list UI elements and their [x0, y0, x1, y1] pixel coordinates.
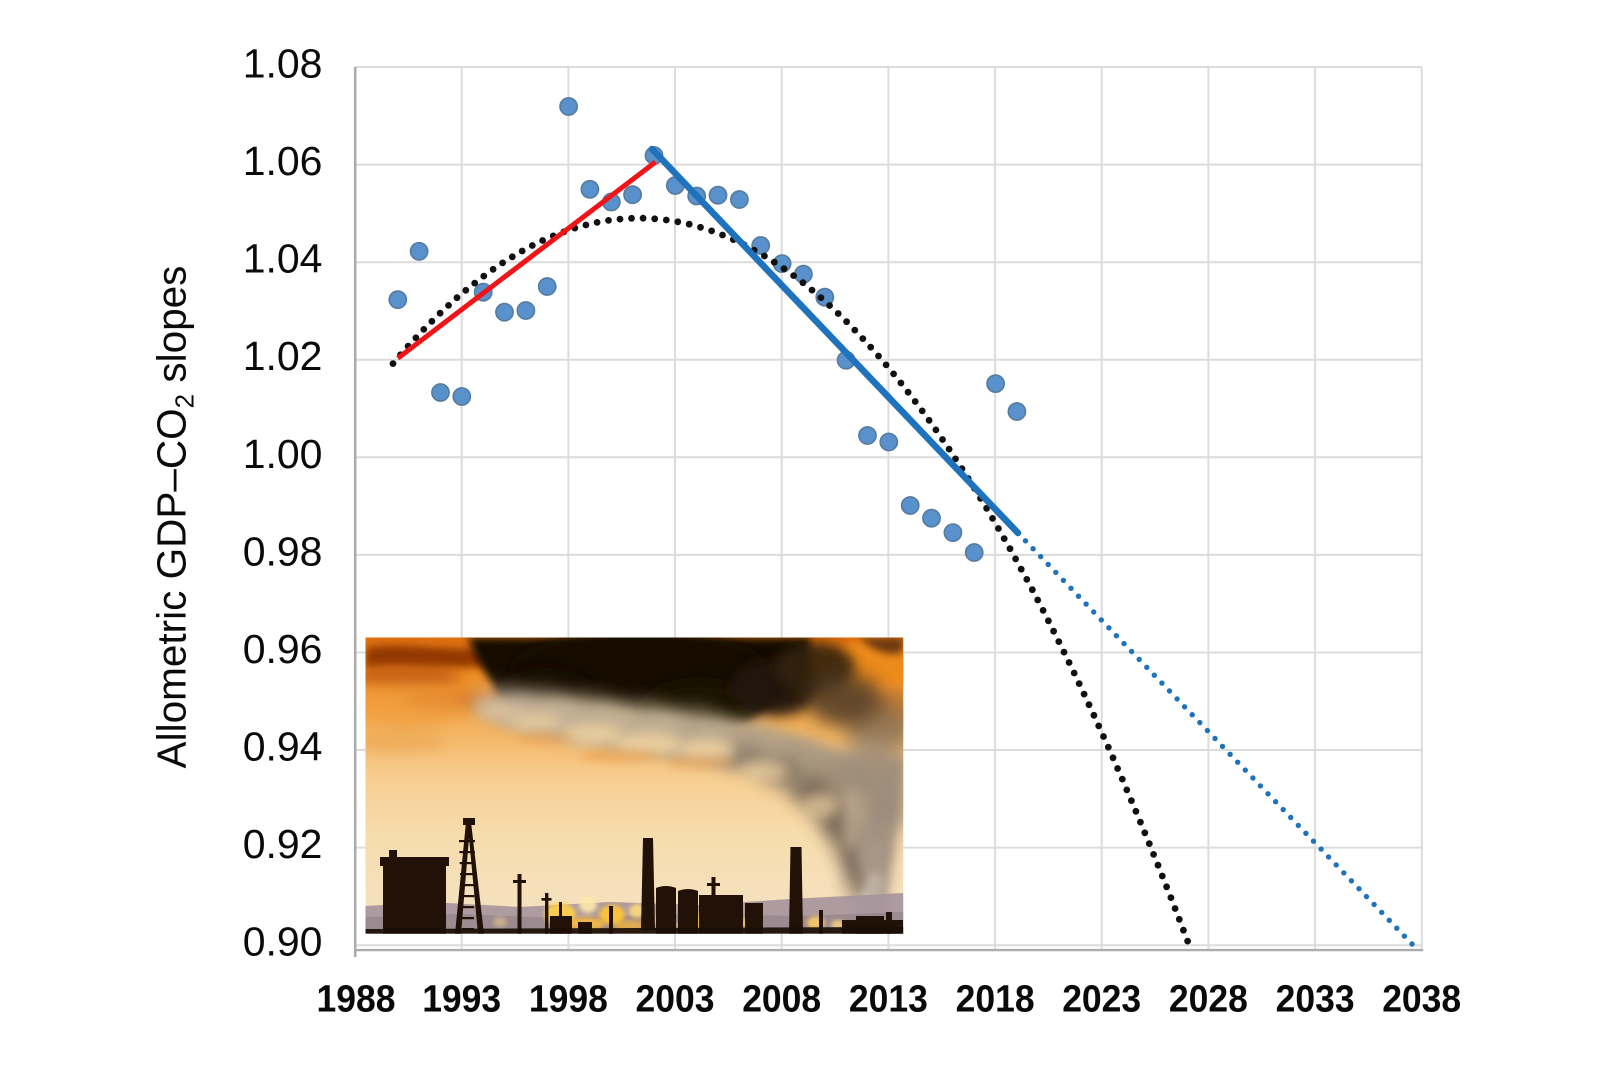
svg-text:1.00: 1.00	[243, 431, 323, 477]
svg-text:Allometric GDP–CO2 slopes: Allometric GDP–CO2 slopes	[149, 266, 200, 769]
svg-text:1998: 1998	[529, 978, 608, 1021]
svg-text:1.08: 1.08	[243, 41, 323, 87]
svg-text:2023: 2023	[1062, 978, 1141, 1021]
svg-text:0.98: 0.98	[243, 528, 323, 574]
svg-text:1.06: 1.06	[243, 138, 323, 184]
svg-text:2003: 2003	[636, 978, 715, 1021]
svg-text:1993: 1993	[422, 978, 501, 1021]
svg-text:1.02: 1.02	[243, 333, 323, 379]
svg-text:2033: 2033	[1276, 978, 1355, 1021]
svg-text:0.90: 0.90	[243, 919, 323, 965]
svg-text:2038: 2038	[1382, 978, 1461, 1021]
svg-text:1.04: 1.04	[243, 236, 323, 282]
svg-text:1988: 1988	[317, 978, 396, 1021]
svg-text:0.92: 0.92	[243, 821, 323, 867]
svg-text:2018: 2018	[956, 978, 1035, 1021]
svg-text:2028: 2028	[1169, 978, 1248, 1021]
svg-text:2013: 2013	[849, 978, 928, 1021]
svg-text:2008: 2008	[742, 978, 821, 1021]
svg-text:0.94: 0.94	[243, 724, 323, 770]
svg-text:0.96: 0.96	[243, 626, 323, 672]
